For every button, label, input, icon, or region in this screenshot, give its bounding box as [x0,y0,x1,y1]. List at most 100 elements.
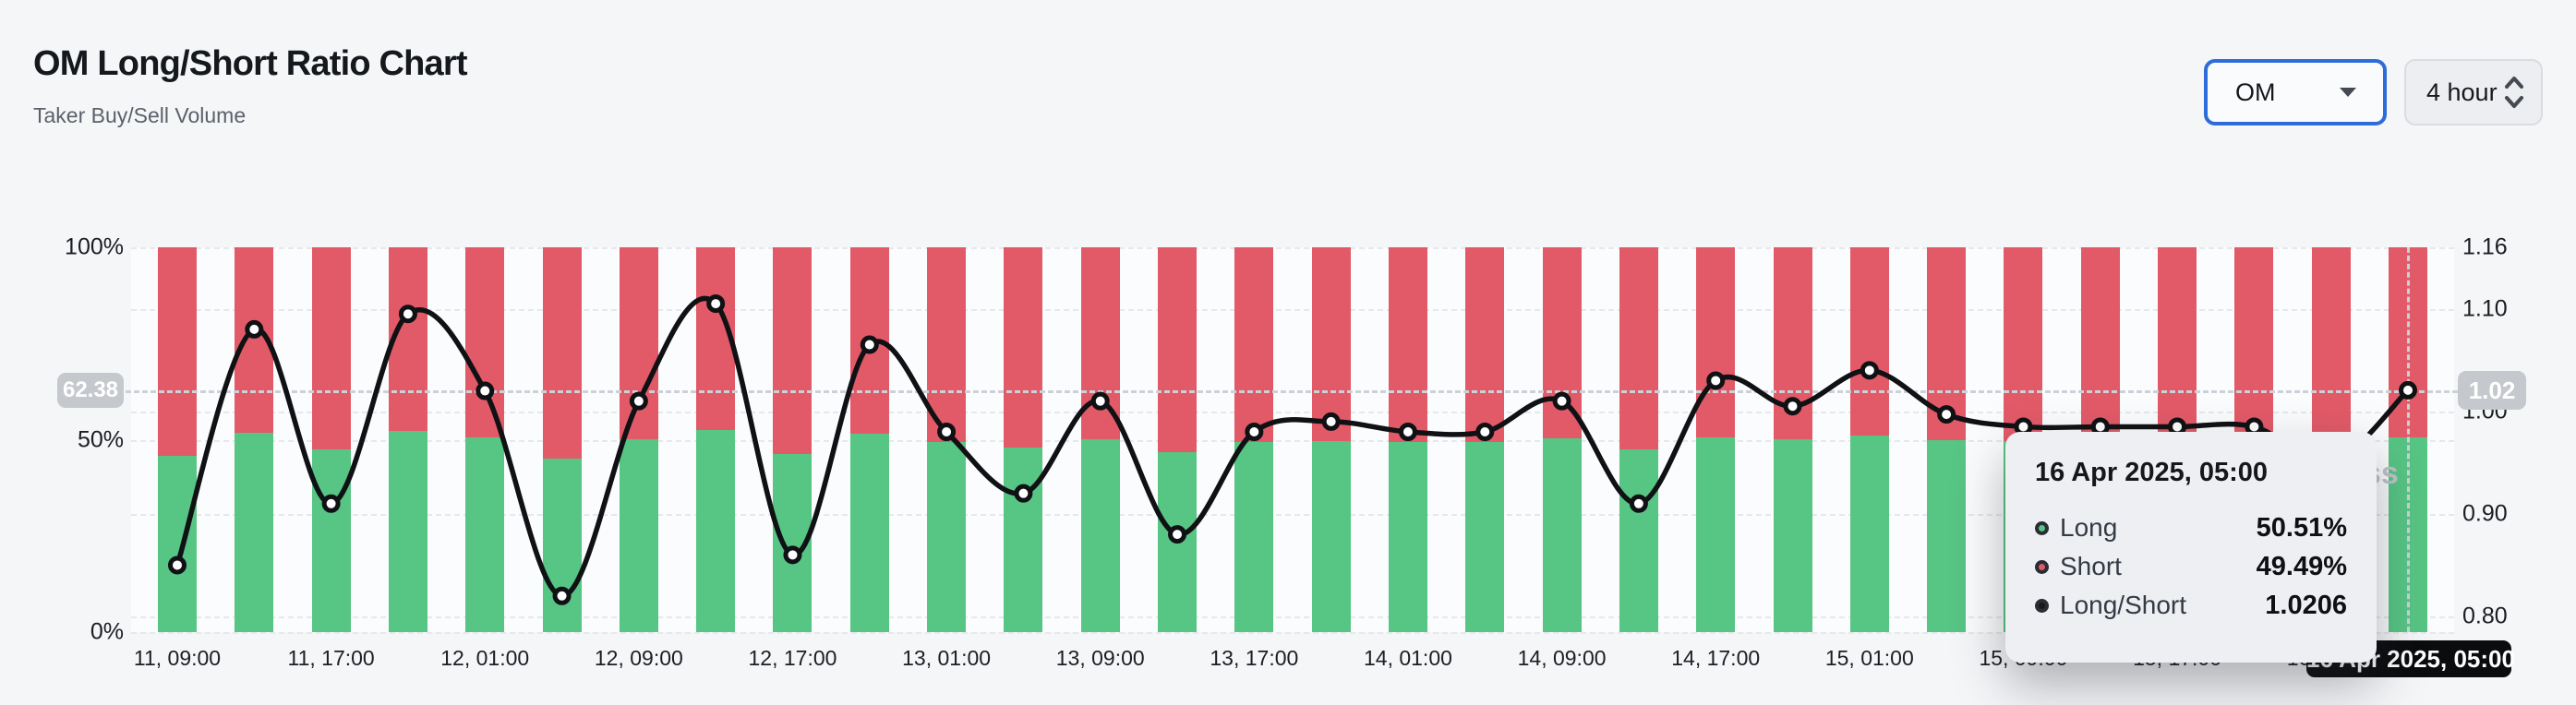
ratio-data-point[interactable] [168,556,187,575]
bar-short-segment[interactable] [1619,247,1658,449]
ratio-data-point[interactable] [1629,494,1648,513]
bar-short-segment[interactable] [1004,247,1043,448]
bar-short-segment[interactable] [465,247,505,438]
symbol-select[interactable]: OM [2204,59,2387,125]
ratio-data-point[interactable] [1552,391,1571,411]
chevron-down-icon [2337,85,2359,100]
right-axis-tick-label: 1.10 [2462,295,2508,322]
bar-short-segment[interactable] [2311,247,2351,445]
ratio-data-point[interactable] [860,335,879,354]
ratio-data-point[interactable] [1475,423,1495,441]
ratio-data-point[interactable] [706,294,726,314]
bar-long-segment[interactable] [1465,441,1505,632]
left-axis-tick-label: 0% [90,618,124,645]
bar-short-segment[interactable] [927,247,967,442]
x-axis-tick-label: 13, 17:00 [1210,646,1299,670]
ratio-data-point[interactable] [475,381,495,400]
interval-select[interactable]: 4 hour [2404,59,2543,125]
bar-short-segment[interactable] [158,247,197,456]
short-legend-dot-icon [2035,559,2049,574]
ratio-data-point[interactable] [321,494,341,513]
ratio-data-point[interactable] [1398,423,1417,441]
tooltip-long-value: 50.51% [2256,512,2347,543]
bar-short-segment[interactable] [2158,247,2197,442]
ratio-data-point[interactable] [1168,525,1187,544]
bar-long-segment[interactable] [1773,439,1812,632]
bar-long-segment[interactable] [1234,441,1274,632]
ratio-data-point[interactable] [1245,423,1264,441]
page-title: OM Long/Short Ratio Chart [33,44,468,83]
ratio-data-point[interactable] [2399,380,2417,400]
tooltip-ratio-value: 1.0206 [2265,590,2347,620]
bar-long-segment[interactable] [1542,438,1582,632]
ratio-data-point[interactable] [552,586,572,605]
bar-short-segment[interactable] [1388,247,1427,442]
bar-short-segment[interactable] [542,247,582,459]
bar-short-segment[interactable] [1311,247,1351,441]
bar-long-segment[interactable] [1619,448,1658,632]
ratio-data-point[interactable] [245,319,264,339]
x-axis-tick-label: 11, 09:00 [133,646,222,670]
bar-long-segment[interactable] [388,430,427,632]
ratio-data-point[interactable] [629,391,648,411]
long-legend-dot-icon [2035,520,2049,535]
bar-long-segment[interactable] [1388,441,1427,632]
bar-long-segment[interactable] [158,455,197,632]
ratio-data-point[interactable] [937,423,957,441]
ratio-data-point[interactable] [1783,397,1802,416]
bar-long-segment[interactable] [1927,439,1967,632]
bar-long-segment[interactable] [311,448,351,632]
right-axis-tick-label: 1.16 [2462,233,2508,260]
bar-short-segment[interactable] [2234,247,2274,442]
tooltip-row-short: Short 49.49% [2035,547,2347,586]
left-axis-tick-label: 50% [77,426,124,452]
gridline [131,632,2454,634]
tooltip-long-label: Long [2060,513,2118,542]
bar-long-segment[interactable] [1004,448,1043,632]
bar-long-segment[interactable] [927,441,967,632]
ratio-data-point[interactable] [1321,412,1341,431]
bar-long-segment[interactable] [1849,436,1889,632]
ratio-data-point[interactable] [1860,361,1879,380]
x-axis-tick-label: 13, 09:00 [1055,646,1145,670]
ratio-legend-dot-icon [2035,598,2049,613]
tooltip-row-long: Long 50.51% [2035,508,2347,547]
ratio-data-point[interactable] [1706,371,1726,390]
bar-short-segment[interactable] [1465,247,1505,442]
bar-long-segment[interactable] [1696,436,1736,632]
bar-short-segment[interactable] [2004,247,2043,442]
gridline [131,411,2454,413]
right-crosshair-badge: 1.02 [2458,370,2526,410]
ratio-data-point[interactable] [398,305,417,324]
bar-short-segment[interactable] [1696,247,1736,437]
ratio-data-point[interactable] [1090,391,1110,411]
bar-long-segment[interactable] [235,432,274,632]
bar-long-segment[interactable] [1311,440,1351,632]
bar-short-segment[interactable] [1234,247,1274,442]
bar-long-segment[interactable] [1080,438,1120,632]
bar-long-segment[interactable] [696,430,736,632]
tooltip-short-value: 49.49% [2256,551,2347,581]
x-axis-tick-label: 12, 01:00 [440,646,530,670]
bar-long-segment[interactable] [849,433,889,632]
bar-long-segment[interactable] [465,437,505,632]
right-axis-tick-label: 0.80 [2462,603,2508,629]
ratio-data-point[interactable] [1937,405,1956,424]
x-axis-tick-label: 14, 17:00 [1671,646,1761,670]
crosshair-horizontal-line [126,389,2458,393]
page-subtitle: Taker Buy/Sell Volume [33,103,247,127]
x-axis-tick-label: 12, 09:00 [594,646,683,670]
bar-short-segment[interactable] [311,247,351,449]
x-axis-tick-label: 11, 17:00 [287,646,375,670]
bar-short-segment[interactable] [773,247,813,455]
bar-long-segment[interactable] [619,438,658,632]
tooltip-short-label: Short [2060,552,2122,580]
bar-short-segment[interactable] [2080,247,2120,442]
bar-short-segment[interactable] [1849,247,1889,436]
x-axis-tick-label: 15, 01:00 [1824,646,1914,670]
ratio-data-point[interactable] [783,545,802,565]
bar-short-segment[interactable] [1158,247,1198,452]
ratio-data-point[interactable] [1014,484,1033,503]
gridline [131,308,2454,311]
